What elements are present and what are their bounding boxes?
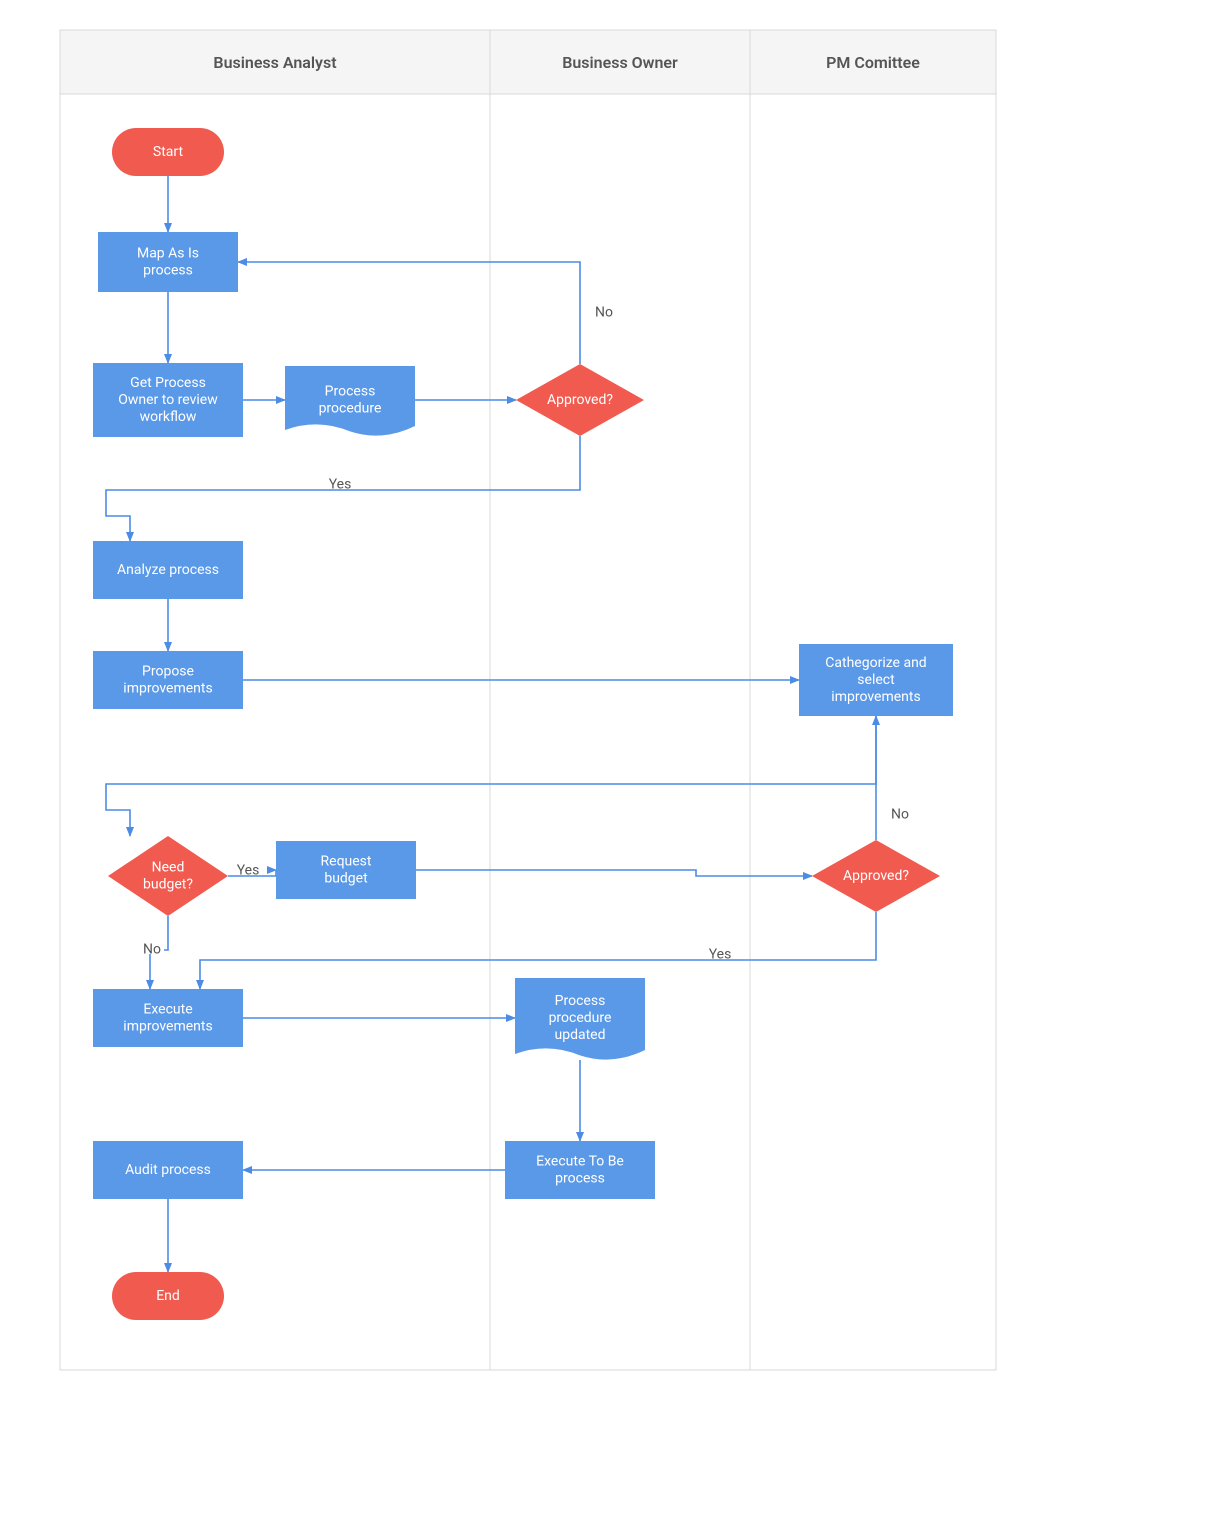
node-mapasis: Map As Isprocess xyxy=(98,232,238,292)
node-approved1: Approved? xyxy=(516,364,644,436)
node-analyze: Analyze process xyxy=(93,541,243,599)
node-execimp: Executeimprovements xyxy=(93,989,243,1047)
lane-header-lane2: Business Owner xyxy=(562,53,678,72)
node-label-approved2: Approved? xyxy=(843,868,909,884)
edge-label: Yes xyxy=(329,477,352,493)
node-end: End xyxy=(112,1272,224,1320)
node-label-audit: Audit process xyxy=(125,1162,211,1178)
edge-label: No xyxy=(143,942,161,958)
edge-label: Yes xyxy=(709,947,732,963)
node-categorize: Cathegorize andselectimprovements xyxy=(799,644,953,716)
node-exectobe: Execute To Beprocess xyxy=(505,1141,655,1199)
edge-approved1-mapasis xyxy=(238,262,580,364)
node-label-reqbudget: Requestbudget xyxy=(321,853,372,886)
node-label-approved1: Approved? xyxy=(547,392,613,408)
node-label-mapasis: Map As Isprocess xyxy=(137,245,199,278)
lane-header-lane3: PM Comittee xyxy=(826,53,920,72)
node-audit: Audit process xyxy=(93,1141,243,1199)
node-procupd: Processprocedureupdated xyxy=(515,978,645,1060)
node-procproc: Processprocedure xyxy=(285,366,415,436)
node-label-procupd: Processprocedureupdated xyxy=(549,993,612,1043)
node-reqbudget: Requestbudget xyxy=(276,841,416,899)
node-label-start: Start xyxy=(153,144,184,160)
edge-label: No xyxy=(891,807,909,823)
lane-header-lane1: Business Analyst xyxy=(213,53,337,72)
flowchart-container: Business Analyst Business Owner PM Comitte… xyxy=(0,0,1213,1536)
edge-categorize-needbudget xyxy=(106,716,876,836)
node-getowner: Get ProcessOwner to reviewworkflow xyxy=(93,363,243,437)
node-needbudget: Needbudget? xyxy=(108,836,228,916)
node-approved2: Approved? xyxy=(812,840,940,912)
node-propose: Proposeimprovements xyxy=(93,651,243,709)
node-start: Start xyxy=(112,128,224,176)
edge-approved2-execimp xyxy=(200,912,876,989)
edge-label: Yes xyxy=(237,863,260,879)
edge-reqbudget-approved2 xyxy=(416,870,812,876)
node-label-procproc: Processprocedure xyxy=(319,383,382,416)
node-label-end: End xyxy=(156,1288,180,1304)
edges-group: No Yes Yes No Yes No xyxy=(106,176,912,1272)
node-label-analyze: Analyze process xyxy=(117,562,219,578)
nodes-group: Start Map As Isprocess Get ProcessOwner to… xyxy=(93,128,953,1320)
edge-label: No xyxy=(595,305,613,321)
